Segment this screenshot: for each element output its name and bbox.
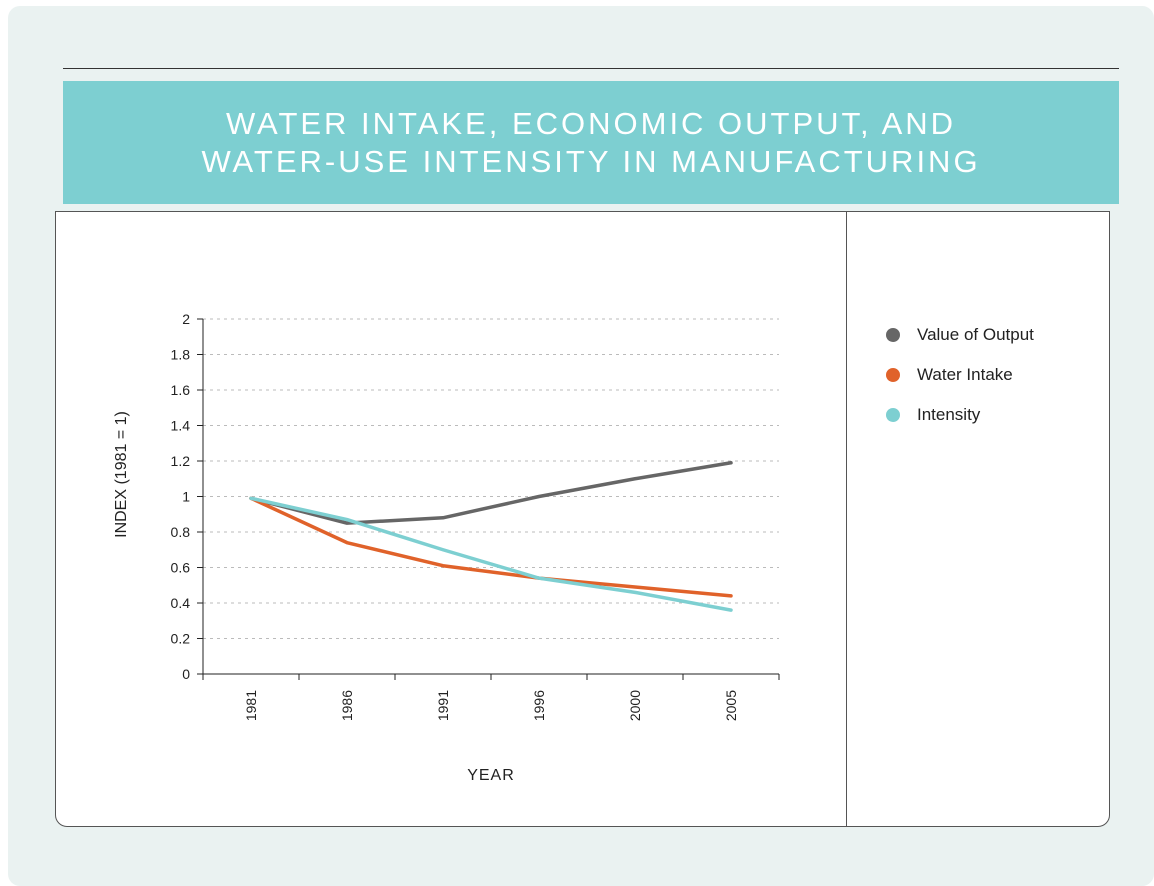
legend-swatch [886,328,900,342]
series-line-water-intake [249,496,733,598]
x-tick-label: 1986 [339,690,355,721]
x-axis-title: YEAR [467,767,515,784]
legend-swatch [886,408,900,422]
x-tick-label: 1991 [435,690,451,721]
legend-item: Intensity [886,395,1034,435]
legend-label: Water Intake [917,365,1013,384]
y-tick-label: 1 [182,489,190,505]
title-band: WATER INTAKE, ECONOMIC OUTPUT, AND WATER… [63,81,1119,204]
chart-panel: 0 0.2 0.4 0.6 0.8 1 1.2 1.4 1.6 1.8 2 1981 1986 1991 1… [55,211,1110,827]
y-tick-label: 1.8 [171,347,191,363]
legend-divider [846,212,847,826]
legend-swatch [886,368,900,382]
series-line-intensity [249,496,733,612]
y-tick-label: 1.2 [171,453,191,469]
legend-item: Water Intake [886,355,1034,395]
chart-title-line-1: WATER INTAKE, ECONOMIC OUTPUT, AND [225,105,957,141]
y-tick-label: 1.4 [171,418,191,434]
y-tick-label: 1.6 [171,382,191,398]
y-tick-label: 0.2 [171,631,191,647]
x-tick-label: 2005 [723,690,739,721]
y-tick-label: 0.4 [171,595,191,611]
top-rule [63,68,1119,69]
x-tick-label: 2000 [627,690,643,721]
y-tick-label: 2 [182,311,190,327]
legend-label: Value of Output [917,325,1034,344]
y-axis-title: INDEX (1981 = 1) [113,411,130,538]
legend-label: Intensity [917,405,981,424]
legend: Value of Output Water Intake Intensity [886,315,1034,435]
y-tick-label: 0.8 [171,524,191,540]
x-tick-label: 1981 [243,690,259,721]
chart-title-line-2: WATER-USE INTENSITY IN MANUFACTURING [201,143,981,179]
legend-item: Value of Output [886,315,1034,355]
y-tick-label: 0.6 [171,560,191,576]
x-tick-label: 1996 [531,690,547,721]
series-line-value-of-output [249,461,733,525]
y-tick-label: 0 [182,666,190,682]
line-chart: 0 0.2 0.4 0.6 0.8 1 1.2 1.4 1.6 1.8 2 1981 1986 1991 1… [113,311,780,784]
